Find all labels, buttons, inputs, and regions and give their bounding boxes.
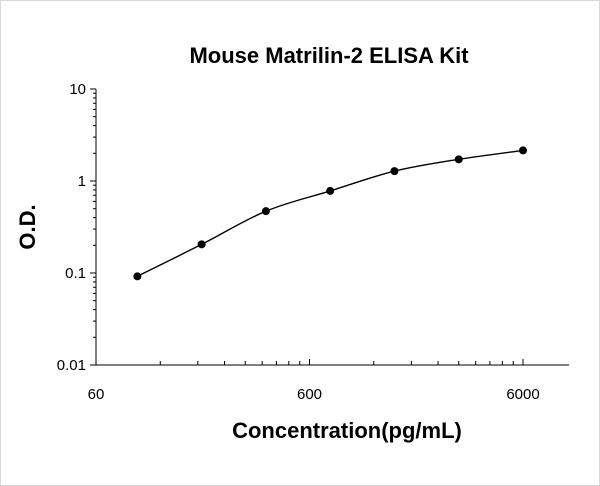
y-tick-label: 0.01 [57, 357, 86, 374]
x-tick-label: 60 [88, 386, 105, 403]
x-axis-ticks [95, 359, 524, 365]
data-point [326, 186, 335, 195]
x-axis-label: Concentration(pg/mL) [232, 418, 462, 443]
data-point [261, 207, 270, 216]
x-tick-label: 600 [297, 386, 322, 403]
y-tick-label: 0.1 [65, 265, 86, 282]
y-tick-labels: 10 1 0.1 0.01 [57, 81, 86, 374]
y-tick-label: 1 [78, 173, 86, 190]
data-point [519, 146, 527, 155]
chart-title: Mouse Matrilin-2 ELISA Kit [189, 43, 469, 68]
y-tick-label: 10 [69, 81, 86, 98]
data-point [133, 272, 142, 281]
data-points [133, 146, 527, 281]
data-point [454, 155, 463, 164]
y-axis-ticks [90, 88, 96, 366]
axes [90, 88, 569, 366]
y-axis-label: O.D. [15, 204, 40, 249]
x-tick-label: 6000 [506, 386, 539, 403]
data-point [390, 167, 399, 176]
data-point [197, 240, 206, 249]
fit-curve-line [137, 149, 524, 277]
x-tick-labels: 60 600 6000 [88, 386, 540, 403]
